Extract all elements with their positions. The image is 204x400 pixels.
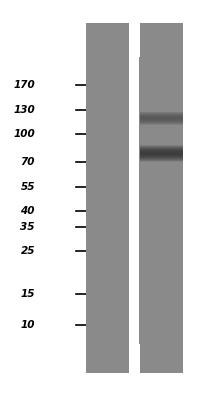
- Text: 40: 40: [20, 206, 35, 216]
- Text: 100: 100: [13, 129, 35, 139]
- Text: 55: 55: [20, 182, 35, 192]
- Text: 10: 10: [20, 320, 35, 330]
- Text: 15: 15: [20, 290, 35, 299]
- Text: 130: 130: [13, 105, 35, 115]
- Text: 70: 70: [20, 157, 35, 167]
- Text: 25: 25: [20, 246, 35, 256]
- FancyBboxPatch shape: [135, 57, 137, 344]
- FancyBboxPatch shape: [91, 57, 129, 344]
- FancyBboxPatch shape: [139, 57, 177, 344]
- Text: 170: 170: [13, 80, 35, 90]
- Text: 35: 35: [20, 222, 35, 232]
